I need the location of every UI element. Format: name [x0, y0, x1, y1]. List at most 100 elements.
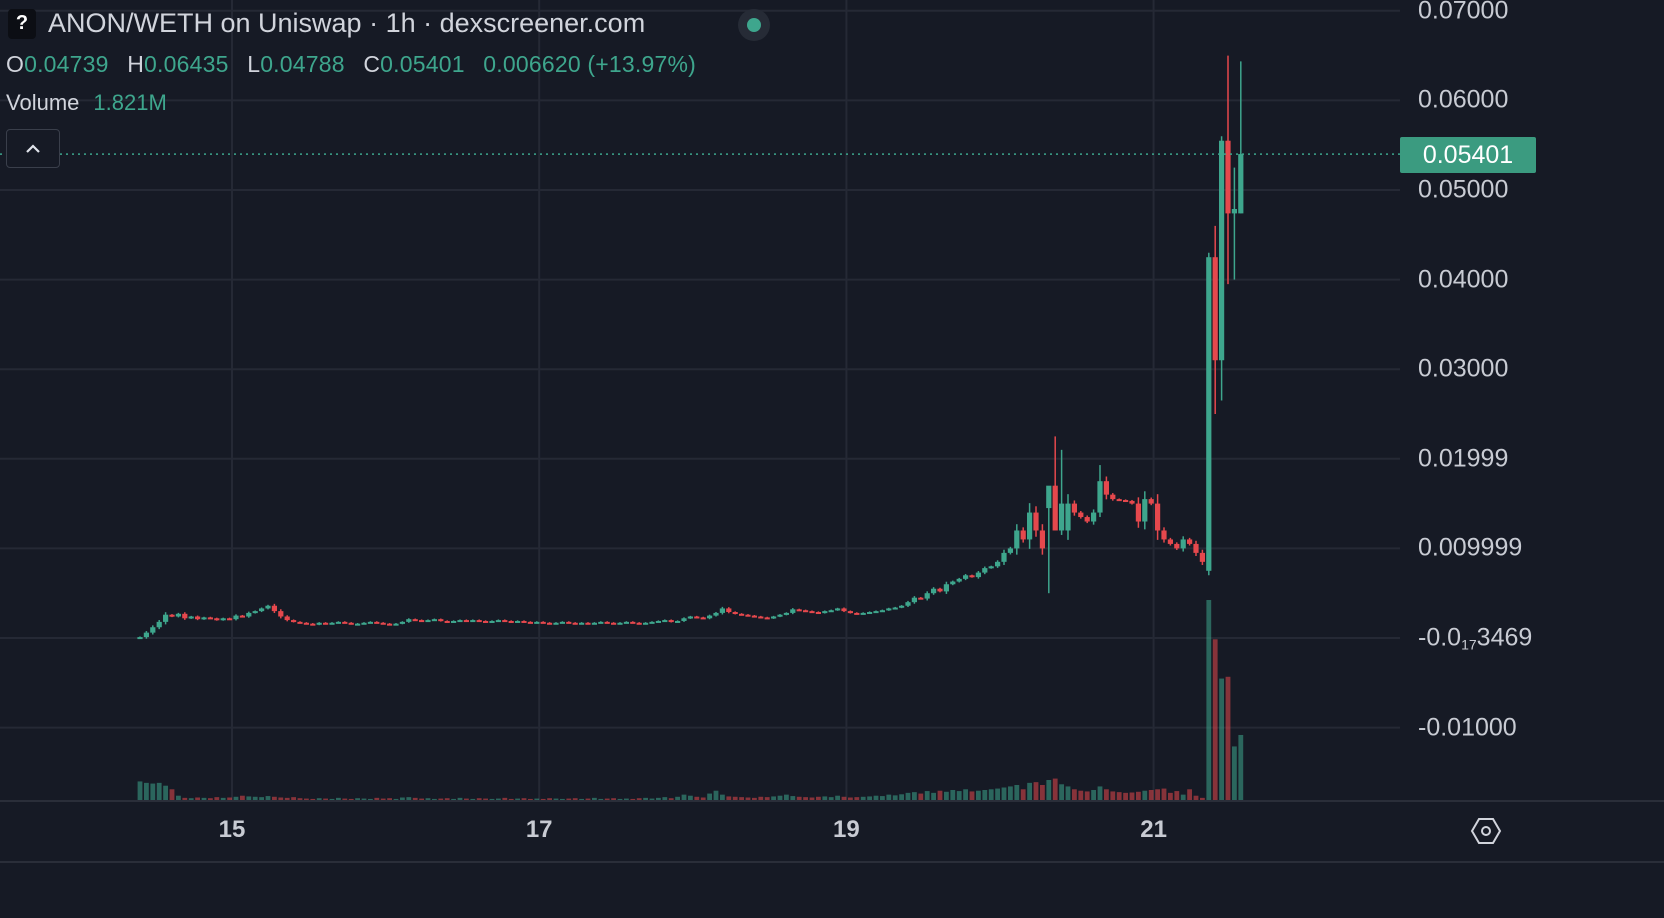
volume-bar — [1225, 676, 1231, 800]
volume-bar — [617, 798, 623, 800]
hexagon-gear-icon[interactable] — [1470, 815, 1502, 847]
candle-body — [150, 627, 156, 633]
volume-bar — [1187, 789, 1192, 800]
candle-body — [1065, 503, 1071, 531]
volume-bar — [758, 796, 764, 800]
volume-bar — [611, 798, 616, 800]
candle-body — [227, 618, 233, 621]
volume-bar — [278, 797, 284, 800]
candle-body — [207, 617, 213, 620]
volume-bars — [137, 600, 1244, 800]
candle-body — [137, 637, 143, 640]
candle-body — [1161, 530, 1167, 540]
candle-body — [1020, 530, 1026, 540]
volume-bar — [265, 796, 271, 800]
candle-body — [854, 612, 860, 615]
candle-body — [687, 616, 693, 619]
volume-bar — [956, 791, 962, 800]
price-tick-label: 0.06000 — [1418, 85, 1509, 114]
price-tick-part: 3469 — [1476, 623, 1533, 652]
candle-body — [579, 622, 585, 625]
volume-bar — [1129, 792, 1135, 800]
candle-body — [329, 622, 335, 625]
candle-body — [502, 620, 508, 623]
candle-body — [1014, 530, 1020, 549]
candle-body — [1206, 257, 1212, 571]
volume-bar — [444, 798, 450, 800]
candle-body — [873, 611, 879, 614]
volume-bar — [694, 796, 700, 800]
volume-bar — [1110, 791, 1116, 800]
volume-bar — [867, 796, 872, 800]
candle-body — [1123, 500, 1129, 503]
volume-bar — [438, 798, 444, 800]
volume-bar — [880, 796, 885, 800]
volume-bar — [355, 798, 360, 800]
volume-bar — [624, 798, 629, 800]
candle-body — [1116, 499, 1122, 502]
candle-body — [1187, 539, 1193, 544]
candle-body — [246, 612, 252, 617]
candle-body — [988, 566, 994, 569]
candle-body — [559, 621, 565, 624]
candle-body — [572, 622, 578, 625]
volume-bar — [1200, 797, 1205, 800]
volume-bar — [144, 782, 149, 800]
candle-body — [822, 611, 828, 614]
collapse-legend-button[interactable] — [6, 129, 60, 168]
volume-bar — [572, 798, 578, 800]
candle-body — [860, 612, 866, 615]
candle-body — [758, 616, 764, 619]
candle-body — [406, 619, 412, 622]
candle-body — [323, 622, 329, 625]
volume-bar — [220, 797, 226, 800]
volume-bar — [848, 797, 853, 800]
candle-body — [1046, 485, 1052, 509]
candle-body — [220, 618, 226, 621]
volume-bar — [1238, 734, 1244, 800]
volume-bar — [464, 798, 469, 800]
candle-body — [566, 621, 572, 624]
candle-body — [1225, 140, 1231, 214]
candle-body — [899, 605, 905, 608]
candle-body — [316, 622, 322, 625]
candle-body — [655, 620, 661, 623]
volume-bar — [771, 796, 776, 800]
volume-bar — [1161, 788, 1167, 800]
volume-bar — [566, 798, 572, 800]
high-value: 0.06435 — [144, 51, 229, 77]
chart-legend-title: ? ANON/WETH on Uniswap · 1h · dexscreene… — [8, 8, 645, 39]
candle-body — [489, 620, 495, 623]
close-value: 0.05401 — [380, 51, 465, 77]
candle-body — [1212, 257, 1218, 361]
volume-bar — [1232, 746, 1237, 800]
volume-bar — [745, 797, 751, 800]
candle-body — [291, 620, 297, 623]
candle-body — [1231, 208, 1237, 214]
candle-body — [1078, 512, 1084, 518]
volume-bar — [739, 797, 744, 800]
candle-body — [617, 622, 623, 625]
volume-bar — [764, 797, 770, 800]
volume-bar — [643, 797, 648, 800]
volume-bar — [451, 798, 456, 800]
candle-body — [470, 620, 476, 623]
candle-body — [1059, 503, 1065, 531]
candle-body — [809, 611, 815, 614]
candle-body — [719, 608, 725, 613]
candle-body — [790, 609, 796, 613]
low-value: 0.04788 — [260, 51, 345, 77]
candle-body — [271, 605, 277, 612]
candle-body — [444, 620, 450, 623]
volume-bar — [361, 798, 367, 800]
candle-body — [975, 572, 981, 578]
volume-bar — [700, 797, 706, 800]
volume-bar — [630, 798, 636, 800]
volume-bar — [342, 798, 348, 800]
candle-body — [841, 608, 847, 612]
volume-bar — [432, 798, 437, 800]
volume-bar — [892, 795, 898, 800]
candle-body — [1103, 481, 1109, 495]
volume-bar — [1148, 790, 1154, 800]
